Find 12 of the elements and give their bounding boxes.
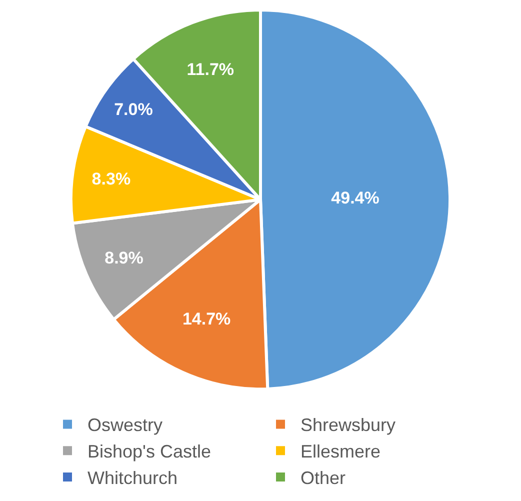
legend-label: Other [300,468,346,488]
data-label: 8.3% [92,170,131,189]
legend-label: Shrewsbury [300,415,396,436]
legend-label: Ellesmere [300,442,381,462]
legend-label: Whitchurch [88,468,178,488]
data-label: 7.0% [114,100,153,120]
legend-label: Oswestry [88,415,163,436]
data-label: 8.9% [104,248,144,268]
legend-label: Bishop's Castle [88,442,211,462]
data-label: 11.7% [186,60,234,79]
data-label: 14.7% [182,310,231,329]
data-label: 49.4% [331,188,380,208]
